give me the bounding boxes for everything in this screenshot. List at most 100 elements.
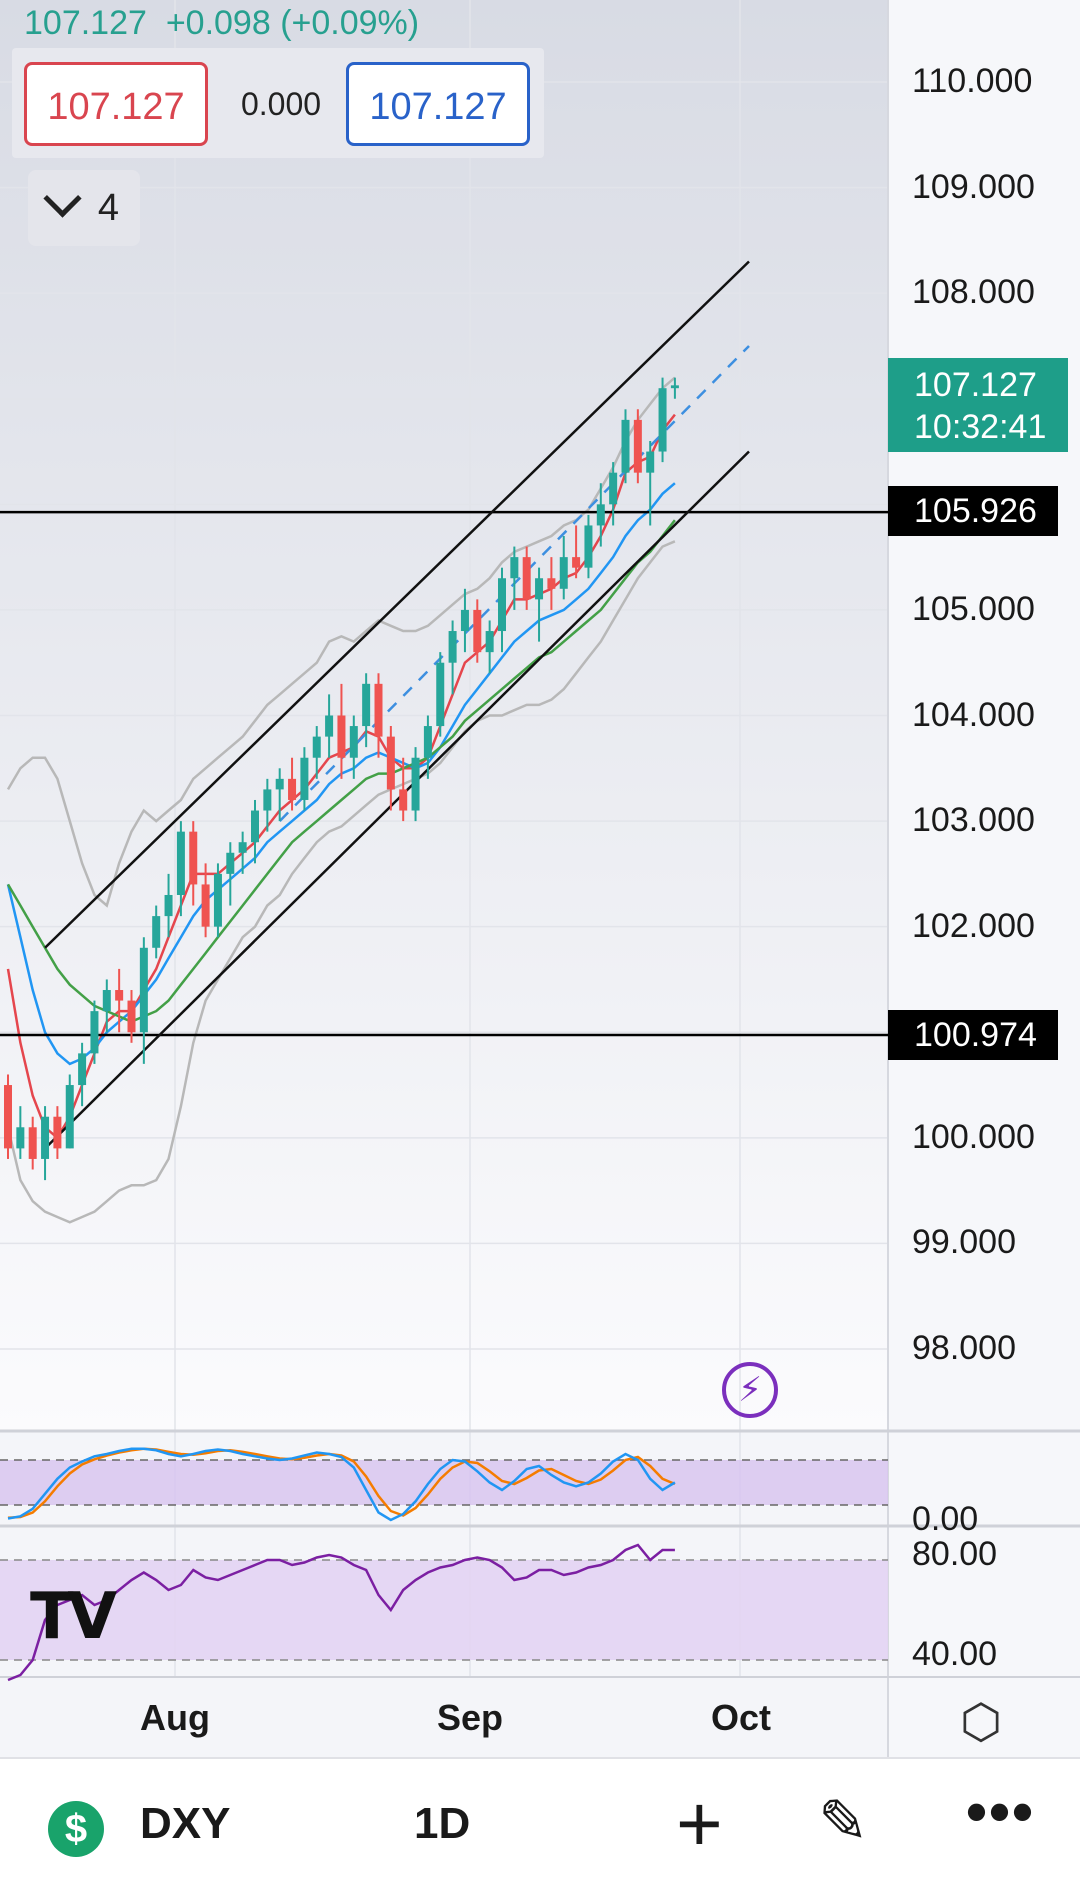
stochastic-pane xyxy=(0,1447,888,1522)
settings-hexagon-icon[interactable]: ⬡ xyxy=(960,1696,1002,1749)
candle-body xyxy=(584,525,593,568)
horizontal-levels[interactable] xyxy=(0,510,888,1037)
indicator-count: 4 xyxy=(97,187,120,229)
candle-body xyxy=(633,419,642,473)
dollar-icon: $ xyxy=(48,1801,104,1857)
more-icon[interactable]: ••• xyxy=(966,1778,1036,1845)
candle-body xyxy=(78,1053,87,1086)
candle-body xyxy=(399,789,408,811)
channel-lower-line xyxy=(44,450,750,1150)
candle-body xyxy=(139,947,148,1033)
candle-body xyxy=(201,884,210,927)
quote-panel: 107.127 0.000 107.127 xyxy=(12,48,544,158)
interval-button[interactable]: 1D xyxy=(414,1799,471,1848)
bollinger-line xyxy=(6,540,676,1224)
bollinger-line xyxy=(6,376,676,908)
candle-body xyxy=(251,810,259,843)
price-axis-label: 110.000 xyxy=(912,62,1033,100)
candle-body xyxy=(28,1127,37,1159)
price-axis-label: 108.000 xyxy=(912,273,1035,312)
candle-body xyxy=(386,736,395,790)
time-label-oct: Oct xyxy=(711,1697,772,1738)
pencil-icon[interactable]: ✎ xyxy=(818,1788,869,1855)
bollinger-bands xyxy=(6,376,676,1224)
stoch-d-line xyxy=(7,1447,676,1520)
price-axis-label: 102.000 xyxy=(912,906,1035,945)
plus-icon[interactable]: + xyxy=(676,1779,723,1868)
rsi-pane xyxy=(0,1543,888,1682)
level-tag-lower: 100.974 xyxy=(888,1010,1058,1060)
candle-body xyxy=(485,631,494,653)
spread-value: 0.000 xyxy=(240,86,322,122)
channel-upper-line xyxy=(44,260,750,949)
symbol-button[interactable]: DXY xyxy=(140,1799,231,1848)
rsi-line xyxy=(7,1543,675,1682)
rsi-band xyxy=(0,1560,888,1660)
tradingview-logo-icon[interactable]: TV xyxy=(30,1580,117,1654)
price-axis-label: 98.000 xyxy=(912,1329,1016,1367)
time-label-sep: Sep xyxy=(437,1697,504,1738)
candle-body xyxy=(288,778,297,800)
time-label-aug: Aug xyxy=(140,1697,210,1738)
candle-body xyxy=(535,578,544,600)
candle-body xyxy=(362,683,371,727)
candle-body xyxy=(16,1127,25,1149)
price-axis-label: 109.000 xyxy=(912,167,1035,206)
candle-body xyxy=(522,557,531,600)
candle-body xyxy=(53,1116,62,1149)
candle-body xyxy=(596,504,605,526)
candle-body xyxy=(658,388,667,452)
price-axis-label: 99.000 xyxy=(912,1223,1016,1262)
axis-bg xyxy=(888,0,1080,1757)
candle-body xyxy=(349,726,358,758)
candle-body xyxy=(41,1116,50,1159)
candle-body xyxy=(572,557,581,568)
candle-body xyxy=(547,578,556,589)
candle-body xyxy=(189,831,198,885)
candle-body xyxy=(127,1000,136,1033)
candle-body xyxy=(498,578,506,632)
candle-body xyxy=(436,662,445,727)
candle-body xyxy=(448,631,457,663)
level-tag-upper: 105.926 xyxy=(888,486,1058,536)
candle-body xyxy=(621,419,630,473)
chevron-down-icon xyxy=(43,179,82,218)
candle-body xyxy=(213,873,222,927)
header-change: +0.098 (+0.09%) xyxy=(165,4,420,42)
candle-body xyxy=(510,557,519,579)
buy-button[interactable]: 107.127 xyxy=(346,62,530,146)
candle-body xyxy=(226,852,235,874)
candle-body xyxy=(646,451,655,473)
bar-countdown: 10:32:41 xyxy=(914,408,1047,446)
candlesticks xyxy=(4,377,679,1181)
candle-body xyxy=(65,1085,74,1149)
candle-body xyxy=(102,990,111,1012)
price-axis-label: 100.000 xyxy=(912,1117,1035,1156)
candle-body xyxy=(115,990,124,1001)
candle-body xyxy=(609,472,618,505)
candle-body xyxy=(337,715,346,758)
indicators-toggle-button[interactable]: 4 xyxy=(28,170,140,246)
candle-body xyxy=(374,683,383,737)
price-axis-label: 105.000 xyxy=(912,589,1035,628)
candle-body xyxy=(411,757,420,811)
lightning-icon[interactable]: ⚡ xyxy=(722,1362,778,1418)
header-price: 107.127 xyxy=(24,4,147,42)
last-price-value: 107.127 xyxy=(914,366,1037,404)
chart-canvas[interactable] xyxy=(0,0,1080,1757)
candle-body xyxy=(670,385,679,389)
candle-body xyxy=(460,609,469,632)
price-axis-label: 104.000 xyxy=(912,695,1035,734)
candle-body xyxy=(325,715,334,737)
stoch-axis-label: 0.00 xyxy=(912,1500,979,1538)
candle-body xyxy=(4,1085,12,1149)
last-price-tag: 107.127 10:32:41 xyxy=(888,358,1068,452)
stoch-k-line xyxy=(7,1447,676,1522)
candle-body xyxy=(312,736,321,758)
candle-body xyxy=(300,757,309,800)
candle-body xyxy=(164,894,173,917)
candle-body xyxy=(473,609,482,653)
bottom-toolbar: $ DXY 1D + ✎ ••• xyxy=(0,1757,1080,1883)
candle-body xyxy=(559,557,568,589)
sell-button[interactable]: 107.127 xyxy=(24,62,208,146)
